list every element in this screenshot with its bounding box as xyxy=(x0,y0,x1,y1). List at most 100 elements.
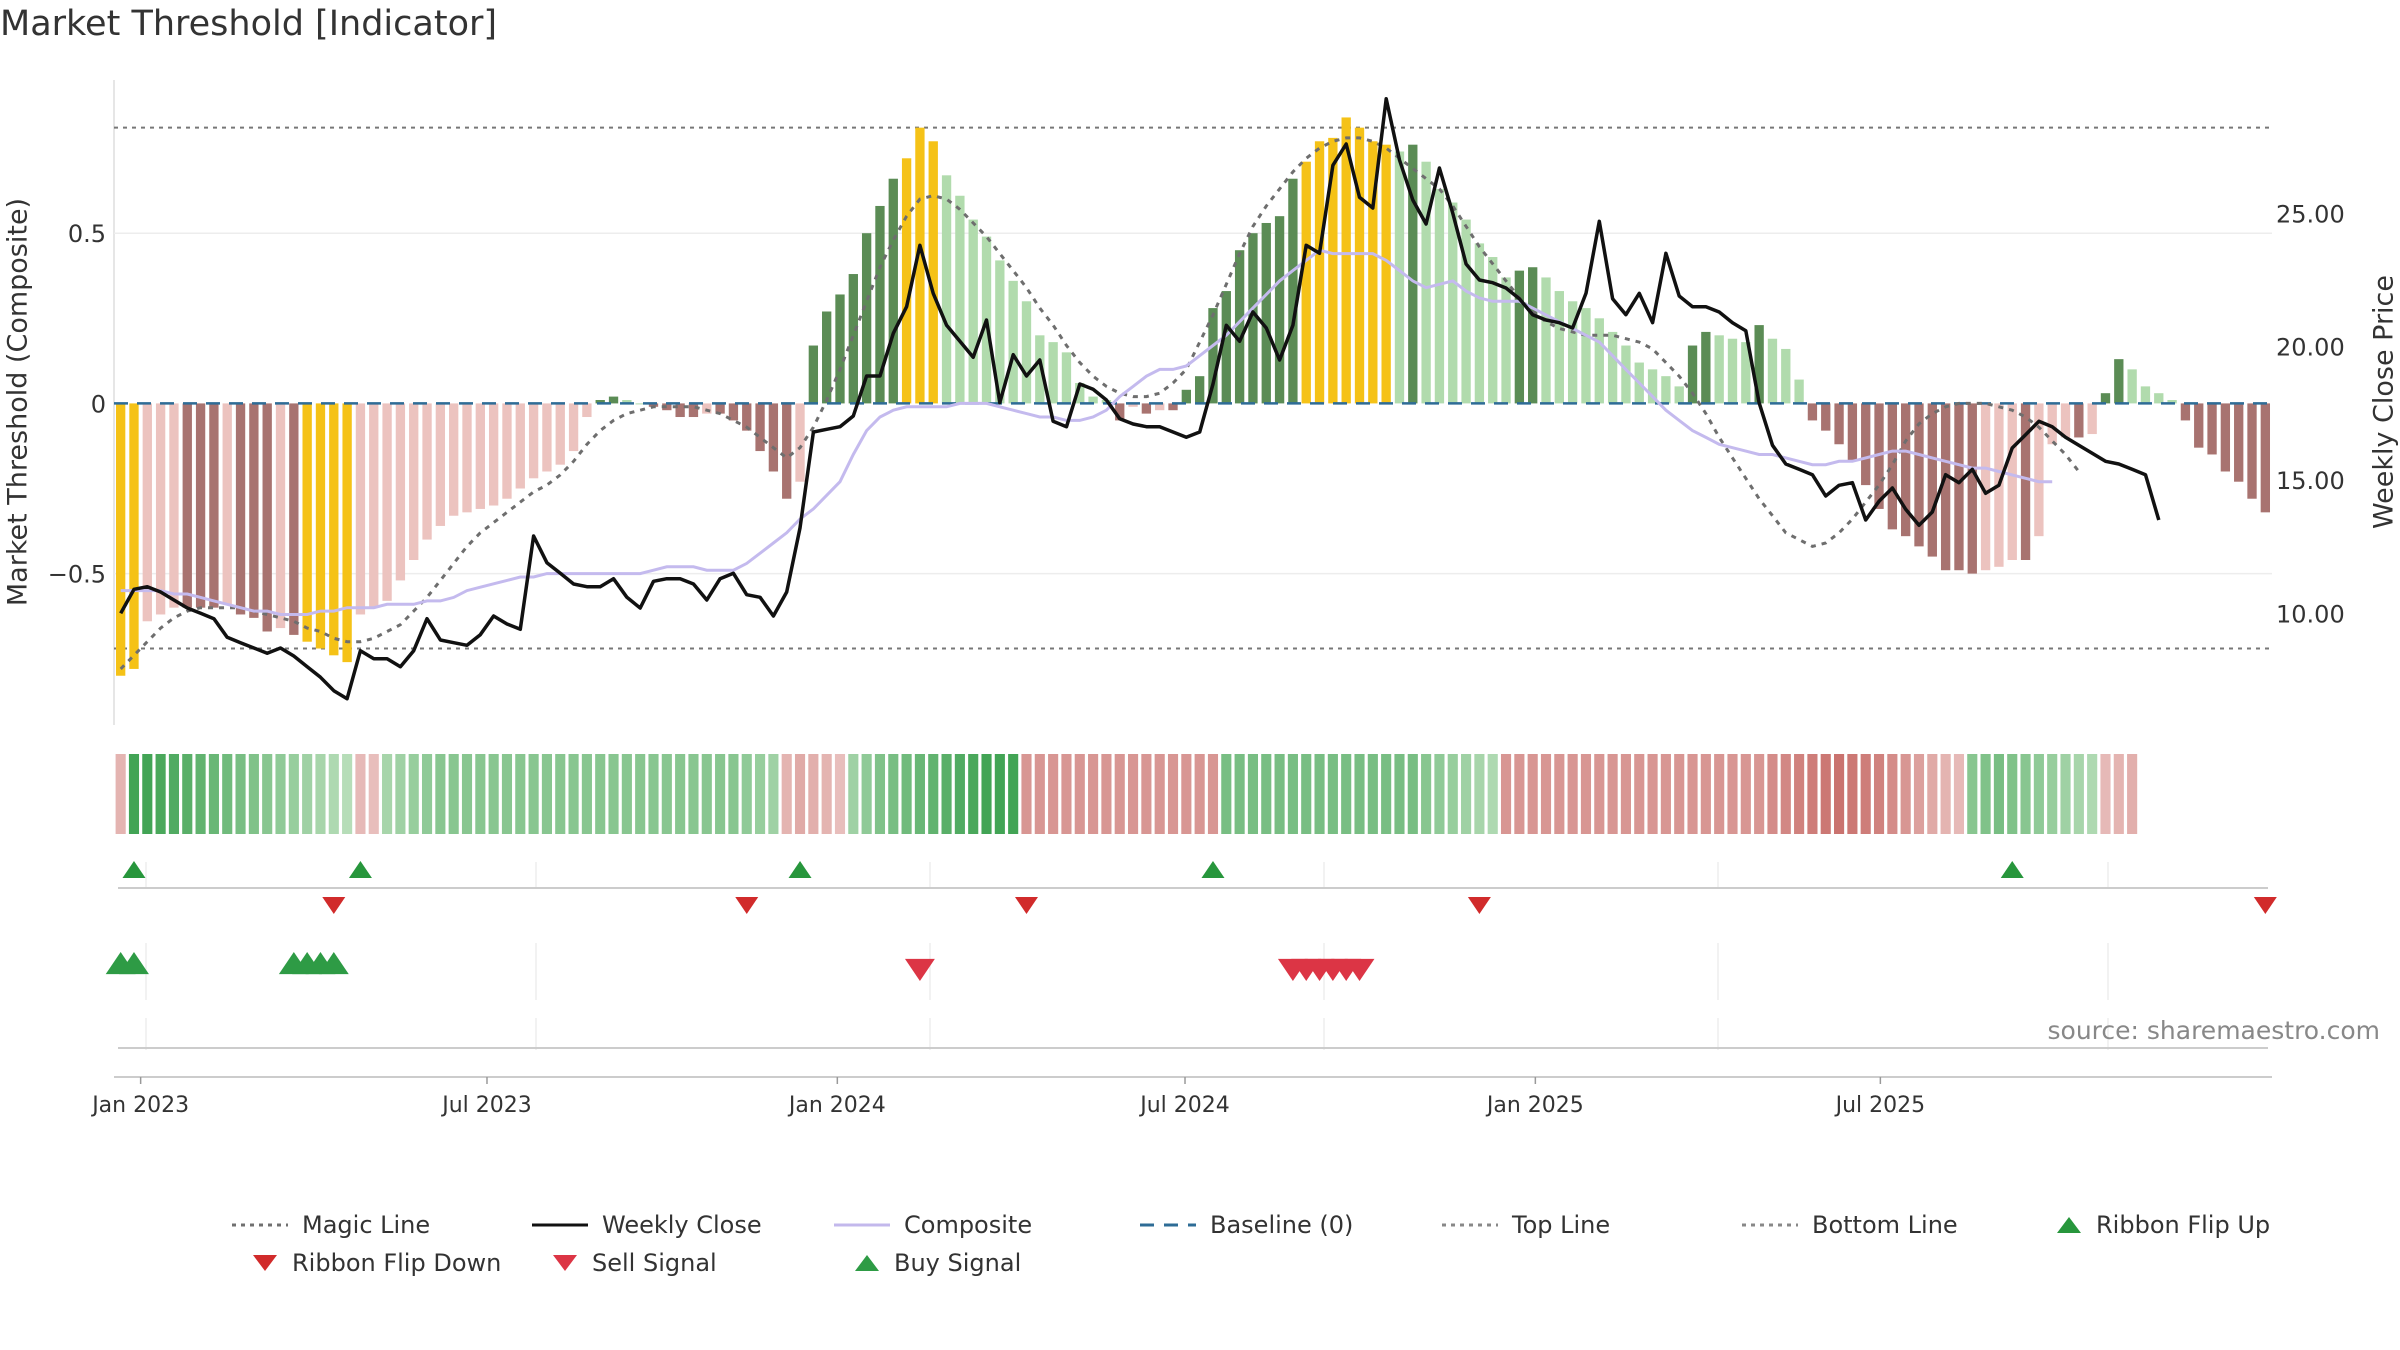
y-tick-label-right: 20.00 xyxy=(2276,334,2345,362)
ribbon-segment xyxy=(1114,754,1125,834)
ribbon-segment xyxy=(1580,754,1592,834)
histogram-bar xyxy=(835,294,845,404)
histogram-bar xyxy=(1661,376,1671,404)
histogram-bar xyxy=(2194,403,2204,448)
y-tick-label-left: 0 xyxy=(91,390,106,418)
histogram-bar xyxy=(2100,393,2111,404)
ribbon-segment xyxy=(1740,754,1751,834)
ribbon-segment xyxy=(1540,754,1552,834)
histogram-bar xyxy=(688,403,699,418)
ribbon-segment xyxy=(1048,754,1059,834)
histogram-bar xyxy=(1674,386,1684,404)
legend-label: Top Line xyxy=(1512,1211,1611,1239)
ribbon-segment xyxy=(1474,754,1485,834)
histogram-bar xyxy=(1194,376,1205,404)
legend-item: Composite xyxy=(832,1205,1032,1245)
ribbon-segment xyxy=(914,754,925,834)
ribbon-segment xyxy=(2087,754,2098,834)
ribbon-segment xyxy=(1434,754,1445,834)
histogram-bar xyxy=(1021,301,1032,404)
histogram-bar xyxy=(1181,389,1192,404)
histogram-bar xyxy=(808,345,819,404)
ribbon-segment xyxy=(1567,754,1578,834)
histogram-bar xyxy=(1767,338,1778,404)
ribbon-segment xyxy=(954,754,965,834)
sell-signal-marker xyxy=(1344,958,1375,981)
histogram-bar xyxy=(1448,202,1458,404)
histogram-bar xyxy=(1075,382,1085,404)
histogram-bar xyxy=(728,403,739,421)
ribbon-flip-up-marker xyxy=(348,861,372,878)
histogram-bar xyxy=(395,403,406,581)
ribbon-flip-up-marker xyxy=(122,861,146,878)
histogram-bar xyxy=(382,403,392,601)
histogram-bar xyxy=(2180,403,2191,421)
histogram-bar xyxy=(1368,141,1378,404)
ribbon-segment xyxy=(901,754,912,834)
histogram-bar xyxy=(222,403,232,605)
ribbon-segment xyxy=(1807,754,1818,834)
histogram-bar xyxy=(2087,403,2097,435)
histogram-bar xyxy=(1621,345,1631,404)
histogram-bar xyxy=(782,403,792,499)
ribbon-segment xyxy=(1407,754,1418,834)
weekly-close-line xyxy=(119,96,2161,701)
histogram-bar xyxy=(1821,403,1831,431)
legend-label: Ribbon Flip Down xyxy=(292,1249,502,1277)
ribbon-segment xyxy=(834,754,846,834)
histogram-bar xyxy=(409,403,419,560)
histogram-bar xyxy=(1421,161,1431,404)
histogram-bar xyxy=(2260,403,2271,513)
ribbon-segment xyxy=(568,754,579,834)
histogram-bar xyxy=(1794,379,1804,404)
histogram-bar xyxy=(568,403,579,452)
ribbon-segment xyxy=(1314,754,1325,834)
x-tick-label: Jan 2024 xyxy=(787,1093,886,1118)
histogram-bar xyxy=(1901,403,1911,537)
ribbon-segment xyxy=(1900,754,1911,834)
histogram-bar xyxy=(2047,403,2057,445)
histogram-bar xyxy=(115,403,126,676)
ribbon-segment xyxy=(1421,754,1432,834)
histogram-bar xyxy=(475,403,485,509)
legend-item: Magic Line xyxy=(230,1205,430,1245)
histogram-bar xyxy=(861,233,872,404)
ribbon-segment xyxy=(715,754,726,834)
histogram-bar xyxy=(329,403,339,656)
x-tick-label: Jul 2023 xyxy=(440,1093,532,1118)
y-tick-label-right: 15.00 xyxy=(2276,467,2345,495)
histogram-bar xyxy=(622,400,632,404)
histogram-bar xyxy=(995,260,1005,404)
ribbon-segment xyxy=(448,754,459,834)
histogram-bar xyxy=(262,403,272,632)
legend-label: Baseline (0) xyxy=(1210,1211,1354,1239)
ribbon-segment xyxy=(1101,754,1112,834)
ribbon-segment xyxy=(1554,754,1565,834)
histogram-bar xyxy=(342,403,352,663)
histogram-bar xyxy=(1261,222,1271,404)
histogram-bar xyxy=(195,403,206,608)
ribbon-segment xyxy=(262,754,273,834)
legend-swatch xyxy=(532,1223,588,1227)
ribbon-segment xyxy=(1367,754,1378,834)
ribbon-segment xyxy=(1327,754,1338,834)
histogram-bar xyxy=(1061,352,1072,404)
ribbon-segment xyxy=(315,754,326,834)
histogram-bar xyxy=(1741,342,1751,404)
y-tick-label-left: 0.5 xyxy=(68,220,106,248)
histogram-bar xyxy=(1714,335,1724,404)
ribbon-segment xyxy=(1167,754,1179,834)
ribbon-segment xyxy=(408,754,419,834)
histogram-bar xyxy=(1607,331,1618,404)
histogram-bar xyxy=(2074,403,2084,438)
histogram-bar xyxy=(449,403,459,516)
ribbon-segment xyxy=(248,754,259,834)
histogram-bar xyxy=(355,403,366,615)
histogram-bar xyxy=(2060,403,2071,438)
y-axis-label-right: Weekly Close Price xyxy=(2368,274,2400,530)
ribbon-segment xyxy=(1381,754,1392,834)
x-tick-label: Jan 2023 xyxy=(90,1093,189,1118)
histogram-bar xyxy=(155,403,166,615)
histogram-bar xyxy=(1980,403,1991,571)
